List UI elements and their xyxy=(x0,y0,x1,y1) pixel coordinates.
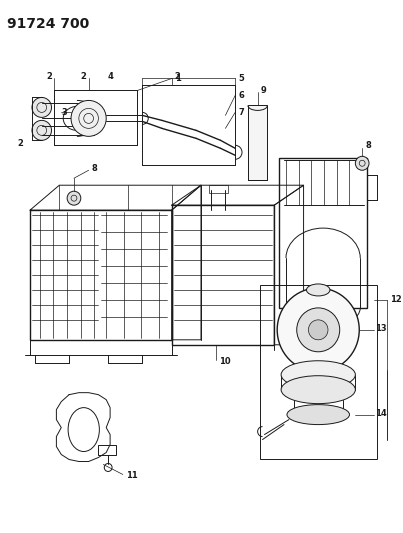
Text: 8: 8 xyxy=(365,141,371,150)
Circle shape xyxy=(308,320,328,340)
Circle shape xyxy=(355,156,369,170)
Text: 2: 2 xyxy=(47,72,52,81)
Ellipse shape xyxy=(307,284,330,296)
Bar xyxy=(30,210,172,340)
Text: 14: 14 xyxy=(375,409,386,418)
Text: 8: 8 xyxy=(91,164,97,173)
Circle shape xyxy=(67,191,81,205)
Circle shape xyxy=(32,120,52,140)
Text: 2: 2 xyxy=(174,72,181,81)
Circle shape xyxy=(297,308,340,352)
Text: 91724 700: 91724 700 xyxy=(6,17,89,31)
Text: 10: 10 xyxy=(218,357,230,366)
Bar xyxy=(98,445,116,455)
Circle shape xyxy=(71,100,106,136)
Circle shape xyxy=(32,98,52,117)
Text: 5: 5 xyxy=(238,74,244,83)
Text: 13: 13 xyxy=(375,325,386,333)
Circle shape xyxy=(277,288,359,372)
Text: 3: 3 xyxy=(61,108,67,117)
Bar xyxy=(209,185,229,193)
Bar xyxy=(279,158,367,308)
Ellipse shape xyxy=(281,361,355,389)
Text: 11: 11 xyxy=(126,471,137,480)
Ellipse shape xyxy=(287,405,349,425)
Text: 12: 12 xyxy=(390,295,401,304)
Bar xyxy=(248,106,268,180)
Ellipse shape xyxy=(281,376,355,403)
Text: 4: 4 xyxy=(107,72,113,81)
Text: 2: 2 xyxy=(17,139,23,148)
Text: 7: 7 xyxy=(238,108,244,117)
Text: 6: 6 xyxy=(238,91,244,100)
Text: 2: 2 xyxy=(81,72,87,81)
Text: 1: 1 xyxy=(174,74,181,83)
Text: 9: 9 xyxy=(261,86,266,95)
Bar xyxy=(172,205,274,345)
Bar xyxy=(260,285,377,459)
